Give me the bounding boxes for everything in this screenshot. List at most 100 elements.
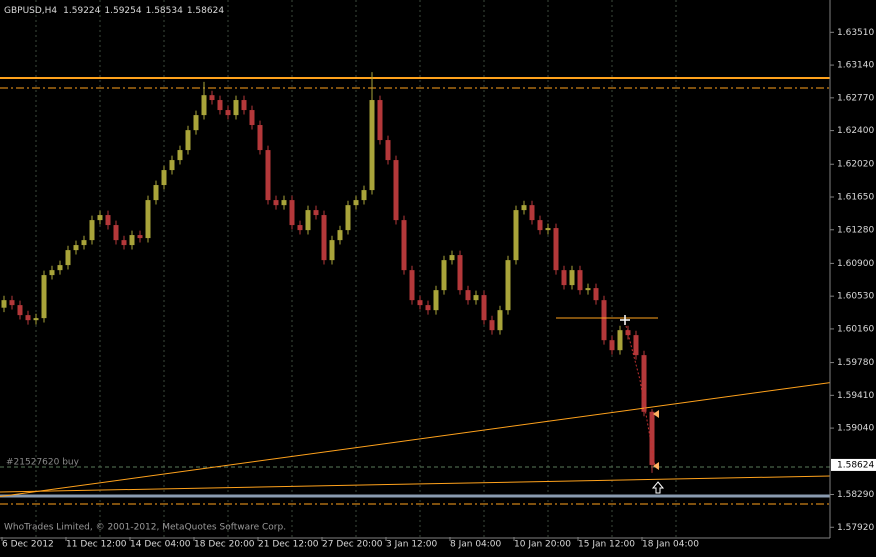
candle-body xyxy=(377,100,383,141)
candle-body xyxy=(353,200,359,206)
candle-body xyxy=(561,270,567,286)
candle-body xyxy=(169,160,175,171)
y-tick-label: 1.61650 xyxy=(837,193,874,203)
candle-body xyxy=(161,170,167,186)
candle-body xyxy=(193,115,199,131)
candle-body xyxy=(489,320,495,331)
candle-body xyxy=(153,185,159,201)
close-marker xyxy=(620,315,630,325)
current-price-label: 1.58624 xyxy=(837,460,874,470)
y-tick-label: 1.59040 xyxy=(837,424,874,434)
y-tick-label: 1.60160 xyxy=(837,324,874,334)
candle-body xyxy=(513,210,519,261)
candle-body xyxy=(449,255,455,261)
candle-body xyxy=(345,205,351,231)
candle-body xyxy=(177,150,183,161)
candle-body xyxy=(601,300,607,341)
order-label: #21527620 buy xyxy=(6,458,80,468)
candle-body xyxy=(289,200,295,226)
candle-body xyxy=(41,275,47,319)
candle-body xyxy=(321,215,327,261)
candle-body xyxy=(505,260,511,311)
y-tick-label: 1.57920 xyxy=(837,523,874,533)
candle-body xyxy=(49,270,55,276)
candle-body xyxy=(385,140,391,161)
candle-body xyxy=(553,228,559,271)
y-tick-label: 1.60900 xyxy=(837,259,874,269)
candle-body xyxy=(81,240,87,246)
trendline xyxy=(0,475,831,493)
y-tick-label: 1.62020 xyxy=(837,160,874,170)
candle-body xyxy=(233,100,239,116)
candle-body xyxy=(537,220,543,231)
y-tick-label: 1.62770 xyxy=(837,93,874,103)
x-tick-label: 27 Dec 20:00 xyxy=(322,540,383,550)
candle-body xyxy=(465,290,471,301)
header-open: 1.59224 xyxy=(63,6,100,16)
candle-body xyxy=(417,300,423,306)
y-tick-label: 1.61280 xyxy=(837,225,874,235)
candle-body xyxy=(425,305,431,311)
candle-body xyxy=(241,100,247,111)
x-tick-label: 3 Jan 12:00 xyxy=(386,540,438,550)
candle-body xyxy=(521,205,527,211)
x-tick-label: 14 Dec 04:00 xyxy=(130,540,191,550)
candle-body xyxy=(433,290,439,311)
candle-body xyxy=(273,200,279,206)
candle-body xyxy=(369,100,375,191)
candle-body xyxy=(649,411,655,465)
x-tick-label: 18 Jan 04:00 xyxy=(642,540,699,550)
candle-body xyxy=(401,220,407,271)
candle-body xyxy=(9,300,15,306)
candle-body xyxy=(577,270,583,291)
trade-marker xyxy=(653,410,659,418)
current-price-box xyxy=(831,458,876,471)
y-tick-label: 1.60530 xyxy=(837,292,874,302)
candle-body xyxy=(569,270,575,286)
y-tick-label: 1.59410 xyxy=(837,391,874,401)
y-tick-label: 1.59780 xyxy=(837,358,874,368)
trendline xyxy=(0,382,831,498)
marks xyxy=(0,72,831,505)
x-tick-label: 11 Dec 12:00 xyxy=(66,540,127,550)
y-tick-label: 1.58290 xyxy=(837,490,874,500)
candle-body xyxy=(65,250,71,266)
candle-body xyxy=(201,95,207,116)
candle-body xyxy=(249,110,255,126)
candle-body xyxy=(337,230,343,241)
candle-body xyxy=(225,110,231,116)
chart-header: GBPUSD,H4 1.59224 1.59254 1.58534 1.58624 xyxy=(4,6,224,16)
y-tick-label: 1.63510 xyxy=(837,28,874,38)
candle-body xyxy=(121,240,127,246)
copyright: WhoTrades Limited, © 2001-2012, MetaQuot… xyxy=(4,523,286,533)
y-tick-label: 1.63140 xyxy=(837,61,874,71)
candle-body xyxy=(137,235,143,239)
header-close: 1.58624 xyxy=(187,6,224,16)
candle-body xyxy=(441,260,447,291)
candle-body xyxy=(209,95,215,101)
candle-body xyxy=(145,200,151,239)
candle-body xyxy=(1,300,7,308)
x-tick-label: 8 Jan 04:00 xyxy=(450,540,502,550)
candle-body xyxy=(329,240,335,261)
candle-body xyxy=(393,160,399,221)
candle-body xyxy=(73,245,79,251)
trade-marker xyxy=(653,462,659,470)
candle-body xyxy=(585,288,591,291)
candle-body xyxy=(105,215,111,226)
candle-body xyxy=(409,270,415,301)
candle-body xyxy=(593,288,599,301)
y-tick-label: 1.62400 xyxy=(837,126,874,136)
candle-body xyxy=(113,225,119,241)
candle-body xyxy=(25,315,31,321)
buy-arrow xyxy=(651,481,665,494)
candle-body xyxy=(297,225,303,231)
header-low: 1.58534 xyxy=(146,6,183,16)
x-tick-label: 21 Dec 12:00 xyxy=(258,540,319,550)
candle-body xyxy=(529,205,535,221)
candle-body xyxy=(57,265,63,271)
header-high: 1.59254 xyxy=(104,6,141,16)
